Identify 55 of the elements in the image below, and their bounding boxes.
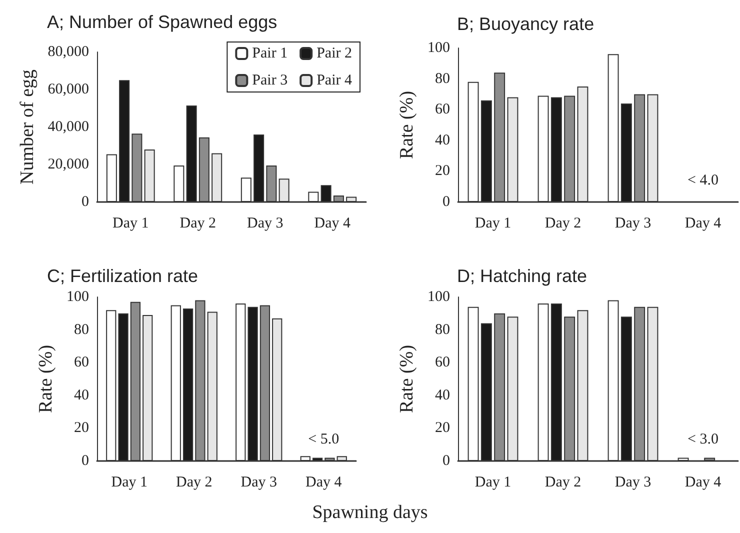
y-axis-title: Rate (%) <box>396 344 418 414</box>
x-tick-label: Day 4 <box>684 216 722 232</box>
x-axis-title: Spawning days <box>311 502 429 524</box>
y-axis-title: Rate (%) <box>36 344 57 414</box>
x-tick-label: Day 3 <box>614 216 652 232</box>
y-tick-label: 80 <box>74 322 89 338</box>
chart-title: A; Number of Spawned eggs <box>47 12 278 32</box>
y-tick-label: 60 <box>74 354 89 371</box>
y-tick-label: 100 <box>428 289 450 305</box>
y-tick-label: 80 <box>435 322 450 338</box>
x-tick-label: Day 3 <box>247 216 284 232</box>
y-tick-label: 20 <box>74 420 89 436</box>
y-tick-label: 40 <box>435 132 450 148</box>
legend-label: Pair 3 <box>252 72 288 88</box>
legend-label: Pair 2 <box>316 46 352 62</box>
chart-title: B; Buoyancy rate <box>457 14 594 34</box>
x-tick-label: Day 1 <box>112 216 149 232</box>
x-tick-label: Day 3 <box>240 474 277 490</box>
chart-title: D; Hatching rate <box>457 266 588 286</box>
annotation: < 5.0 <box>308 432 340 448</box>
y-tick-label: 0 <box>442 453 450 469</box>
y-tick-label: 60 <box>435 102 450 118</box>
x-tick-label: Day 4 <box>684 474 722 490</box>
chart-title: C; Fertilization rate <box>47 266 198 286</box>
y-tick-label: 40 <box>74 387 89 404</box>
x-tick-label: Day 2 <box>544 474 582 490</box>
y-tick-label: 60 <box>435 354 450 371</box>
y-tick-label: 40 <box>435 387 450 404</box>
y-axis-title: Rate (%) <box>396 90 418 160</box>
y-tick-label: 20,000 <box>48 156 89 172</box>
y-tick-label: 60,000 <box>48 82 89 98</box>
x-tick-label: Day 2 <box>176 474 212 490</box>
y-tick-label: 100 <box>428 40 450 56</box>
x-tick-label: Day 1 <box>474 474 512 490</box>
x-tick-label: Day 1 <box>111 474 148 490</box>
y-tick-label: 0 <box>442 194 450 210</box>
x-tick-label: Day 3 <box>614 474 652 490</box>
x-tick-label: Day 4 <box>306 474 342 490</box>
y-tick-label: 0 <box>82 194 89 210</box>
y-tick-label: 100 <box>66 289 89 305</box>
x-tick-label: Day 2 <box>180 216 216 232</box>
y-tick-label: 80,000 <box>48 44 89 60</box>
legend-label: Pair 1 <box>252 46 288 62</box>
x-tick-label: Day 2 <box>544 216 582 232</box>
y-tick-label: 20 <box>435 163 450 180</box>
y-tick-label: 40,000 <box>48 119 89 135</box>
annotation: < 4.0 <box>688 172 718 188</box>
y-axis-title: Number of egg <box>16 68 38 185</box>
x-tick-label: Day 4 <box>314 216 351 232</box>
x-tick-label: Day 1 <box>474 216 512 232</box>
y-tick-label: 80 <box>435 70 450 87</box>
y-tick-label: 0 <box>82 453 89 469</box>
annotation: < 3.0 <box>688 432 718 448</box>
legend-label: Pair 4 <box>316 72 352 88</box>
y-tick-label: 20 <box>435 420 450 436</box>
